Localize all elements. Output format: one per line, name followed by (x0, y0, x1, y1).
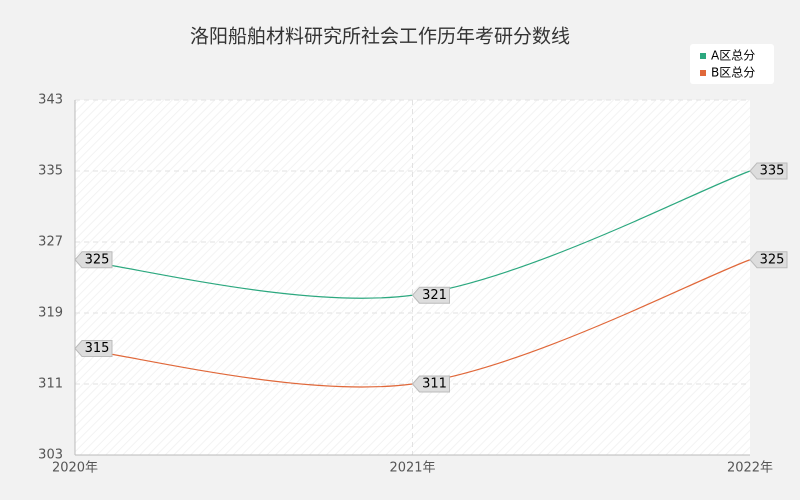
data-label-box (749, 251, 788, 269)
data-label-box (411, 286, 450, 304)
chart-title: 洛阳船舶材料研究所社会工作历年考研分数线 (190, 26, 570, 48)
data-label-box (74, 340, 113, 357)
y-tick-label: 343 (38, 93, 63, 108)
plot-hatch (75, 100, 750, 455)
data-label: 335 (760, 164, 785, 179)
data-label: 321 (422, 288, 447, 303)
y-tick-label: 327 (38, 235, 63, 250)
legend-label: A区总分 (711, 49, 755, 63)
y-tick-label: 335 (38, 164, 63, 179)
x-tick-label: 2020年 (52, 461, 98, 476)
x-tick-label: 2022年 (727, 461, 773, 476)
data-label-box (411, 375, 450, 393)
y-tick-label: 311 (38, 377, 63, 392)
data-label: 325 (85, 252, 110, 267)
data-label-box (749, 162, 788, 180)
legend-swatch (700, 53, 706, 59)
legend-label: B区总分 (711, 66, 755, 80)
y-tick-label: 303 (38, 448, 63, 463)
legend-swatch (700, 70, 706, 76)
data-label: 311 (422, 377, 447, 392)
data-label: 315 (85, 341, 110, 356)
data-label-box (74, 251, 113, 269)
y-tick-label: 319 (38, 306, 63, 321)
legend-box (690, 44, 774, 84)
x-tick-label: 2021年 (389, 461, 435, 476)
data-label: 325 (760, 252, 785, 267)
